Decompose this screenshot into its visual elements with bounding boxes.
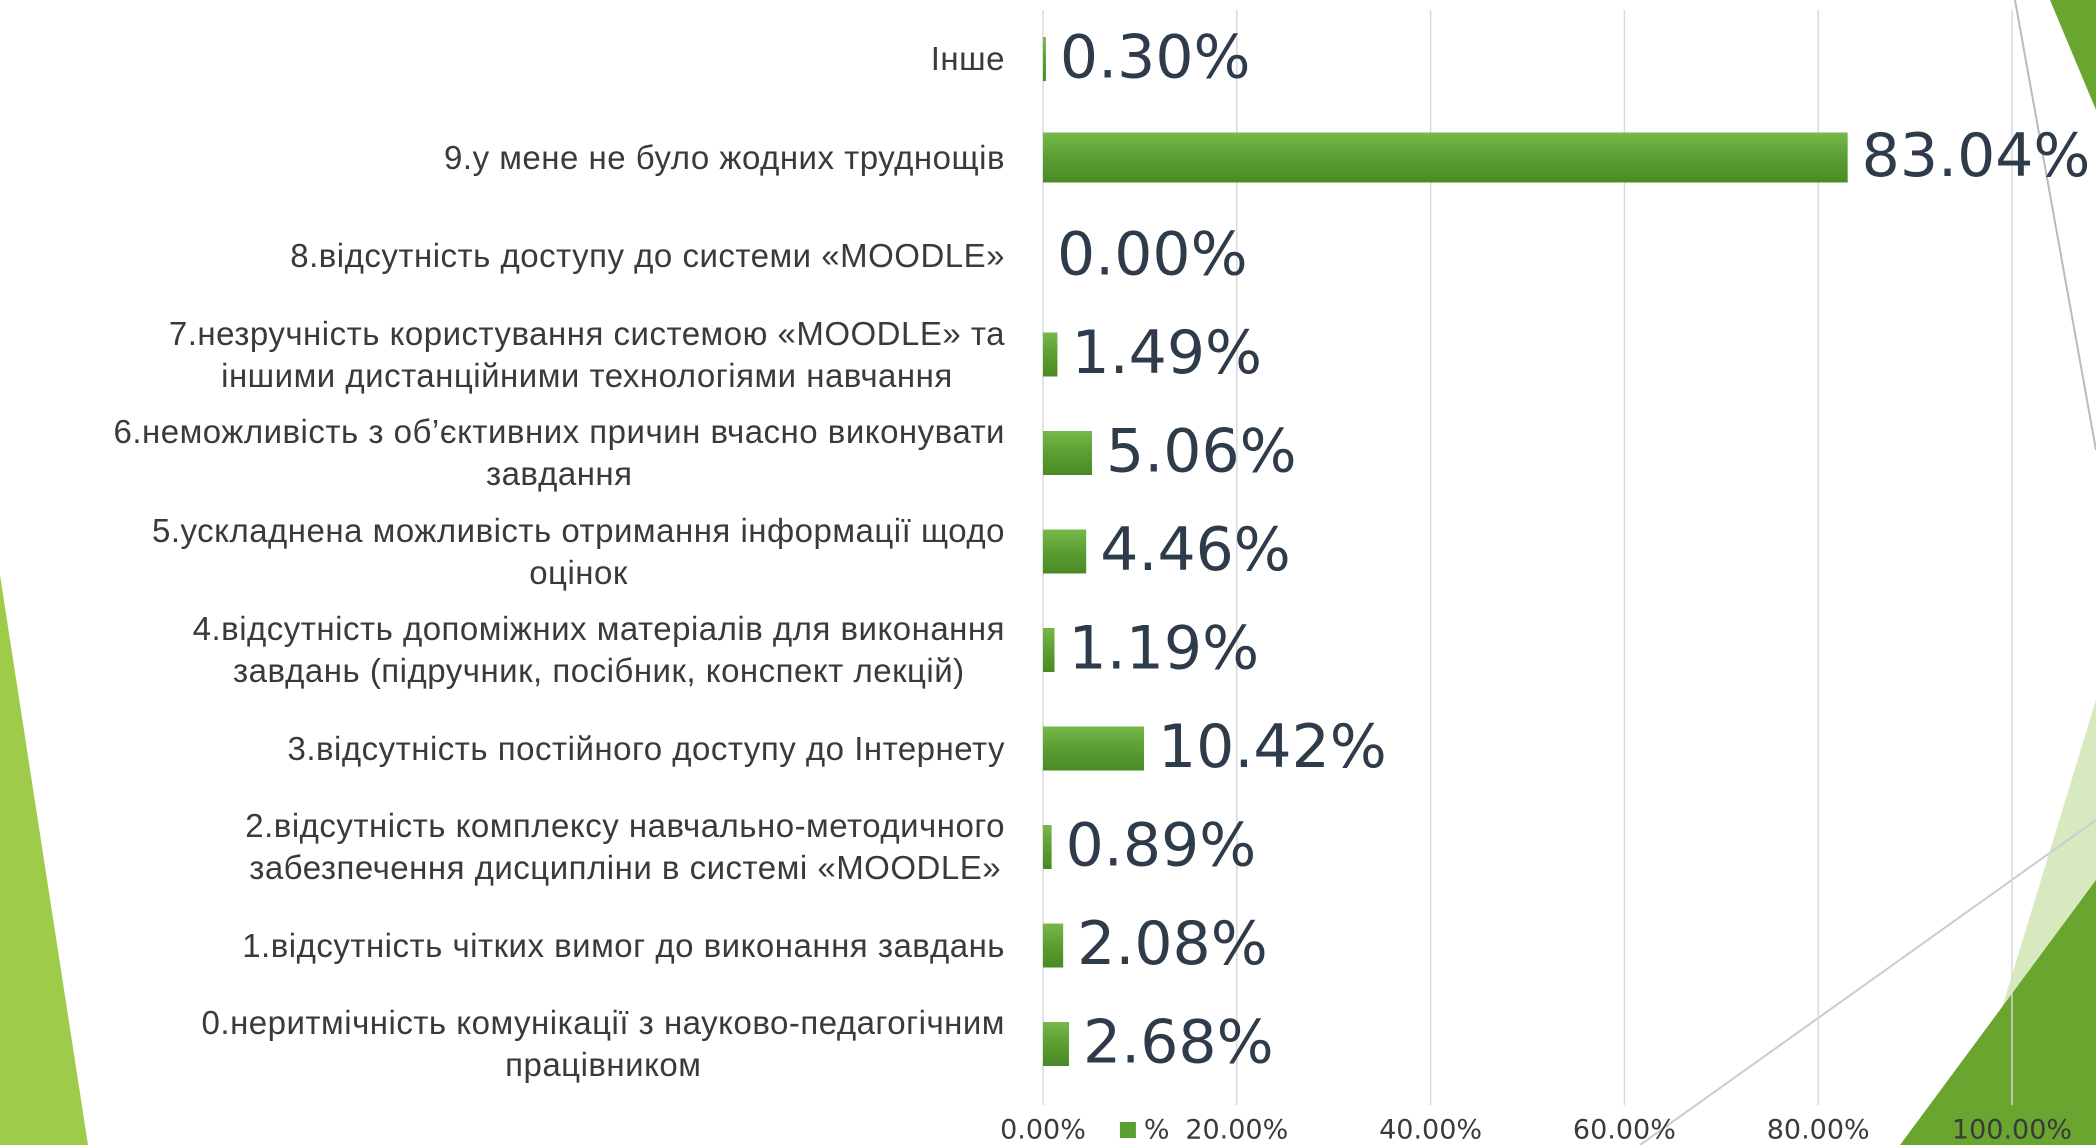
x-tick-label: 40.00% [1379,1115,1482,1145]
category-label-box: 3.відсутність постійного доступу до Інте… [0,728,1005,770]
category-label-box: 7.незручність користування системою «MOO… [0,313,1005,397]
data-label: 0.89% [1066,811,1257,881]
decor-bottom-right [1900,880,2096,1145]
category-label-box: 6.неможливість з об’єктивних причин вчас… [0,411,1005,495]
category-label-box: 8.відсутність доступу до системи «MOODLE… [0,235,1005,277]
data-label: 0.00% [1057,220,1248,290]
bar [1043,332,1058,377]
data-label: 1.49% [1071,318,1262,388]
x-tick-label: 80.00% [1767,1115,1870,1145]
category-label-box: 2.відсутність комплексу навчально-методи… [0,805,1005,889]
bar [1043,628,1055,672]
data-label: 1.19% [1069,614,1260,684]
bar [1043,1022,1069,1066]
y-tick-label: 5.ускладнена можливість отримання інформ… [151,511,1005,591]
y-tick-label: Інше [930,40,1005,77]
data-label: 2.08% [1077,909,1268,979]
y-tick-label: 6.неможливість з об’єктивних причин вчас… [113,413,1005,492]
decor-line [1639,819,2096,1145]
bar [1043,726,1144,771]
x-tick-label: 0.00% [1000,1115,1086,1145]
category-label-box: 9.у мене не було жодних труднощів [0,137,1005,179]
y-tick-label: 2.відсутність комплексу навчально-методи… [245,807,1005,886]
category-label-box: Інше [0,38,1005,80]
category-label-box: 5.ускладнена можливість отримання інформ… [0,510,1005,594]
x-tick-label: 20.00% [1185,1115,1288,1145]
x-tick-label: 100.00% [1952,1115,2072,1145]
data-label: 2.68% [1083,1008,1274,1078]
bar [1043,37,1046,81]
data-label: 0.30% [1060,23,1251,93]
y-tick-label: 7.незручність користування системою «MOO… [168,314,1005,394]
bar [1043,825,1052,869]
y-tick-label: 8.відсутність доступу до системи «MOODLE… [290,237,1005,274]
data-label: 4.46% [1100,515,1291,585]
bar [1043,529,1087,574]
y-tick-label: 9.у мене не було жодних труднощів [444,138,1005,176]
y-tick-label: 4.відсутність допоміжних матеріалів для … [192,610,1005,689]
legend-label: % [1144,1115,1170,1145]
bar [1043,923,1064,968]
category-label-box: 1.відсутність чітких вимог до виконання … [0,925,1005,967]
data-label: 83.04% [1862,121,2091,191]
y-tick-label: 0.неритмічність комунікації з науково-пе… [201,1004,1005,1083]
data-label: 5.06% [1106,417,1297,487]
decor-left [0,575,88,1145]
bar [1043,132,1848,183]
category-label-box: 4.відсутність допоміжних матеріалів для … [0,608,1005,692]
category-label-box: 0.неритмічність комунікації з науково-пе… [0,1002,1005,1086]
y-tick-label: 1.відсутність чітких вимог до виконання … [242,926,1005,964]
legend-swatch [1119,1122,1136,1138]
data-label: 10.42% [1158,712,1387,782]
decor-line [2014,0,2096,451]
y-tick-label: 3.відсутність постійного доступу до Інте… [287,729,1005,767]
decor-top-right [2050,0,2096,110]
bar [1043,431,1093,475]
x-tick-label: 60.00% [1573,1115,1676,1145]
